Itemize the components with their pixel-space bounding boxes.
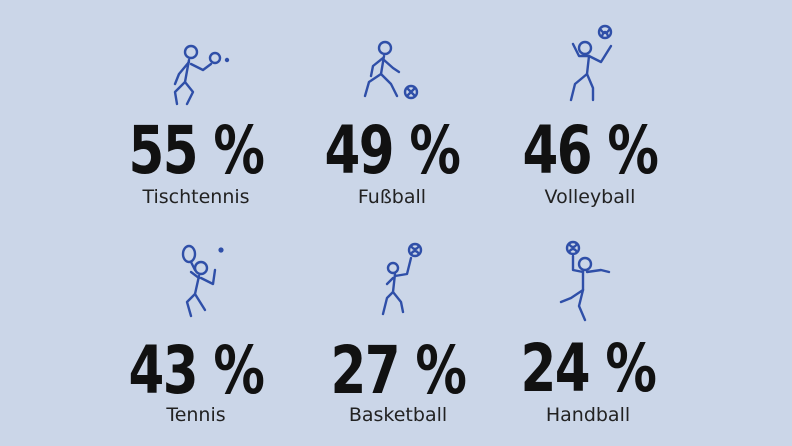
sport-label: Tennis: [166, 404, 226, 426]
percentage-value: 55 %: [128, 112, 265, 189]
sport-label: Fußball: [357, 186, 427, 208]
sport-tile-volleyball: 46 % Volleyball: [480, 22, 700, 222]
sport-tile-table-tennis: 55 % Tischtennis: [86, 40, 306, 240]
tennis-icon: [151, 240, 241, 330]
percentage-value: 27 %: [330, 332, 467, 409]
sport-tile-basketball: 27 % Basketball: [288, 240, 508, 440]
sport-tile-handball: 24 % Handball: [478, 240, 698, 440]
table-tennis-icon: [151, 40, 241, 130]
percentage-value: 24 %: [520, 330, 657, 407]
sport-label: Basketball: [348, 404, 448, 426]
sport-label: Handball: [545, 404, 631, 426]
percentage-value: 46 %: [522, 112, 659, 189]
basketball-icon: [353, 240, 443, 330]
percentage-value: 49 %: [324, 112, 461, 189]
sport-tile-football: 49 % Fußball: [282, 40, 502, 240]
sport-label: Tischtennis: [142, 186, 250, 208]
handball-icon: [543, 240, 633, 330]
percentage-value: 43 %: [128, 332, 265, 409]
sport-tile-tennis: 43 % Tennis: [86, 240, 306, 440]
volleyball-icon: [545, 22, 635, 112]
sport-label: Volleyball: [544, 186, 636, 208]
football-icon: [347, 40, 437, 130]
